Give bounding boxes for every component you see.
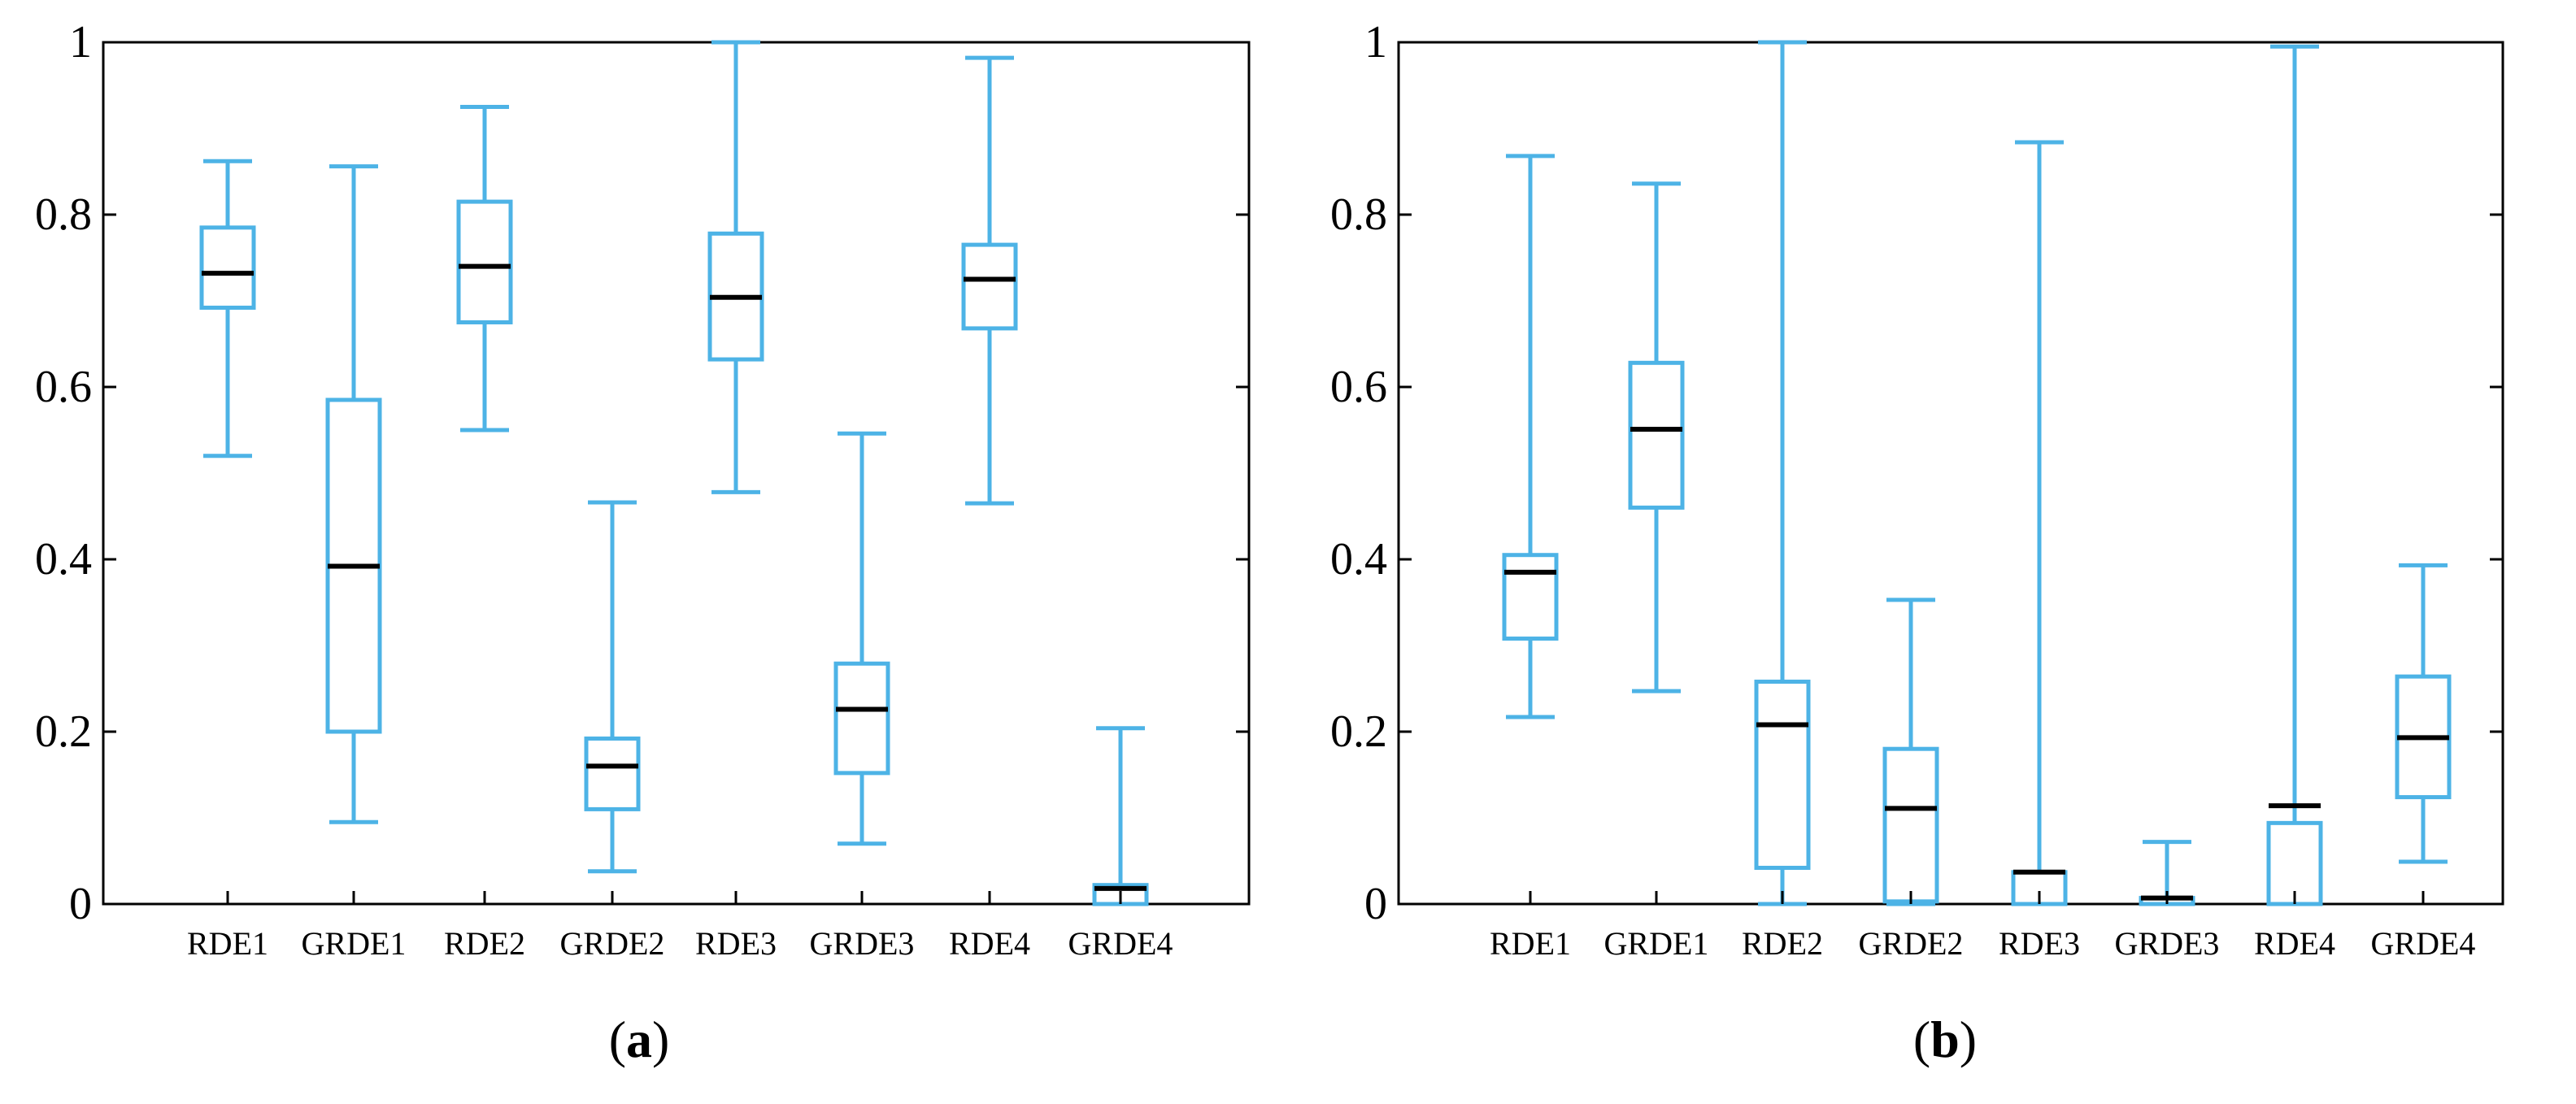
box-rde2 xyxy=(456,105,513,432)
iqr-box xyxy=(199,225,256,310)
box-rde1 xyxy=(1502,154,1559,719)
box-rde3 xyxy=(707,40,764,494)
y-tick-label: 0.8 xyxy=(1330,189,1387,240)
x-tick-label-grde2: GRDE2 xyxy=(560,925,665,962)
plot-frame xyxy=(1397,41,2504,906)
x-tick-label-rde3: RDE3 xyxy=(695,925,777,962)
panel-label: (a) xyxy=(609,1011,670,1068)
chart-panel-a: 0 0.2 0.4 0.6 0.8 1 RDE1 GRDE1 RDE2 GRDE2 RDE3 GRDE… xyxy=(35,17,1251,1068)
iqr-box xyxy=(1502,553,1559,641)
box-grde1 xyxy=(1628,181,1685,693)
y-tick-label: 0.6 xyxy=(1330,362,1387,412)
x-tick-label-rde1: RDE1 xyxy=(187,925,268,962)
box-grde2 xyxy=(1882,598,1939,906)
y-tick-label: 0 xyxy=(1364,879,1387,929)
x-tick-label-grde4: GRDE4 xyxy=(2371,925,2476,962)
box-rde4 xyxy=(2266,44,2323,906)
x-tick-label-rde2: RDE2 xyxy=(1742,925,1823,962)
box-rde4 xyxy=(961,55,1018,506)
y-tick-label: 1 xyxy=(1364,17,1387,67)
x-tick-label-grde3: GRDE3 xyxy=(2115,925,2220,962)
plot-frame xyxy=(102,41,1251,906)
panel-label: (b) xyxy=(1913,1011,1977,1068)
box-grde3 xyxy=(833,431,890,846)
iqr-box xyxy=(456,199,513,324)
iqr-box xyxy=(584,736,641,811)
box-grde4 xyxy=(1092,726,1149,906)
x-tick-label-rde4: RDE4 xyxy=(2254,925,2335,962)
x-tick-label-grde4: GRDE4 xyxy=(1068,925,1173,962)
y-tick-label: 0.2 xyxy=(1330,706,1387,757)
x-tick-label-rde1: RDE1 xyxy=(1490,925,1571,962)
iqr-box xyxy=(1628,360,1685,510)
y-tick-label: 0.2 xyxy=(35,706,92,757)
box-rde1 xyxy=(199,159,256,459)
y-tick-label: 0.4 xyxy=(1330,534,1387,585)
y-tick-label: 0.8 xyxy=(35,189,92,240)
y-tick-label: 0.4 xyxy=(35,534,92,585)
box-rde2 xyxy=(1754,40,1811,906)
iqr-box xyxy=(1882,746,1939,904)
x-tick-label-rde4: RDE4 xyxy=(949,925,1030,962)
box-grde2 xyxy=(584,500,641,874)
y-tick-label: 1 xyxy=(69,17,92,67)
x-tick-label-grde3: GRDE3 xyxy=(810,925,915,962)
iqr-box xyxy=(961,242,1018,331)
x-tick-label-grde2: GRDE2 xyxy=(1859,925,1964,962)
x-tick-label-rde3: RDE3 xyxy=(1999,925,2080,962)
box-grde4 xyxy=(2395,563,2452,864)
box-grde1 xyxy=(325,164,382,824)
y-tick-label: 0 xyxy=(69,879,92,929)
iqr-box xyxy=(833,661,890,776)
box-rde3 xyxy=(2011,140,2068,906)
x-tick-label-grde1: GRDE1 xyxy=(302,925,407,962)
y-tick-label: 0.6 xyxy=(35,362,92,412)
x-tick-label-grde1: GRDE1 xyxy=(1604,925,1709,962)
x-tick-label-rde2: RDE2 xyxy=(444,925,525,962)
chart-panel-b: 0 0.2 0.4 0.6 0.8 1 RDE1 GRDE1 RDE2 GRDE2 RDE3 GRDE… xyxy=(1330,17,2504,1068)
iqr-box xyxy=(1754,680,1811,870)
